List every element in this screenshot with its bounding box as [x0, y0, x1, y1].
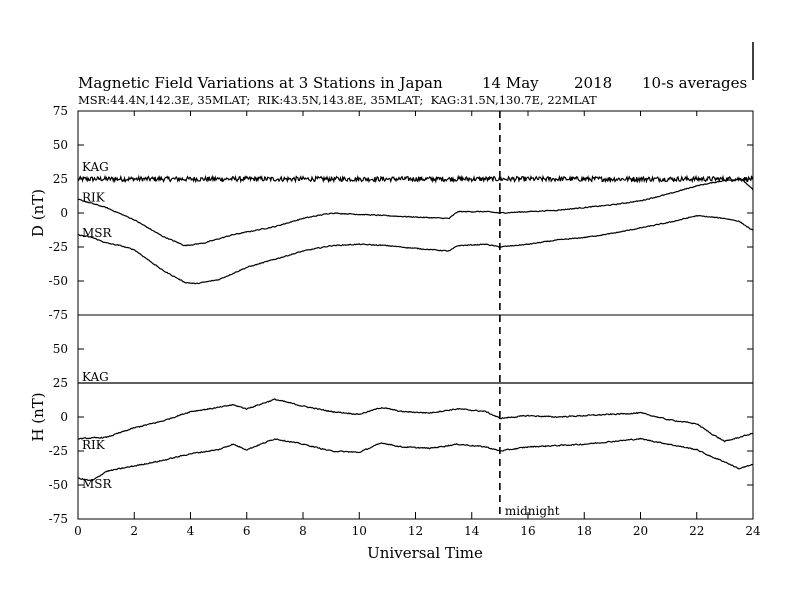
x-tick-label: 10 [352, 524, 367, 538]
y-tick-label: 25 [53, 376, 68, 390]
x-tick-label: 22 [689, 524, 704, 538]
x-tick-label: 6 [243, 524, 251, 538]
y-tick-label: 50 [53, 342, 68, 356]
chart-averaging: 10-s averages [642, 74, 747, 92]
x-tick-label: 24 [745, 524, 761, 538]
y-tick-label: -50 [49, 478, 68, 492]
x-tick-label: 2 [130, 524, 138, 538]
midnight-label: midnight [505, 504, 560, 518]
x-tick-label: 0 [74, 524, 82, 538]
axis-ticks: 0 2 4 6 8 10 12 14 16 18 20 22 247550250-25-50-75502… [49, 104, 761, 538]
series-d-rik [77, 178, 754, 247]
series-labels: KAG RIK MSR KAG RIK MSR [82, 160, 113, 491]
y-tick-label: 0 [60, 410, 68, 424]
series-h-msr [77, 437, 754, 482]
station-info: MSR:44.4N,142.3E, 35MLAT; RIK:43.5N,143.… [78, 93, 597, 107]
y-tick-label: 25 [53, 172, 68, 186]
series-label-h-rik: RIK [82, 438, 106, 452]
series-d-kag [77, 174, 754, 184]
y-tick-label: -75 [49, 512, 68, 526]
data-series [77, 174, 754, 482]
series-label-h-kag: KAG [82, 370, 109, 384]
x-tick-label: 18 [577, 524, 592, 538]
x-tick-label: 16 [520, 524, 535, 538]
chart-title: Magnetic Field Variations at 3 Stations … [78, 74, 443, 92]
x-tick-label: 8 [299, 524, 307, 538]
x-tick-label: 12 [408, 524, 423, 538]
x-tick-label: 20 [633, 524, 648, 538]
y-tick-label: 50 [53, 138, 68, 152]
series-d-msr [77, 214, 754, 285]
h-axis-label: H (nT) [29, 392, 47, 441]
chart-year: 2018 [574, 74, 612, 92]
series-label-d-kag: KAG [82, 160, 109, 174]
x-tick-label: 4 [187, 524, 195, 538]
series-label-h-msr: MSR [82, 477, 113, 491]
series-label-d-rik: RIK [82, 190, 106, 204]
x-axis-label: Universal Time [367, 544, 483, 562]
chart-date: 14 May [482, 74, 539, 92]
y-tick-label: 75 [53, 104, 68, 118]
y-tick-label: -75 [49, 308, 68, 322]
series-label-d-msr: MSR [82, 226, 113, 240]
y-tick-label: 0 [60, 206, 68, 220]
d-axis-label: D (nT) [29, 189, 47, 237]
y-tick-label: -25 [49, 444, 68, 458]
y-tick-label: -25 [49, 240, 68, 254]
x-tick-label: 14 [464, 524, 480, 538]
series-h-rik [77, 398, 754, 443]
y-tick-label: -50 [49, 274, 68, 288]
